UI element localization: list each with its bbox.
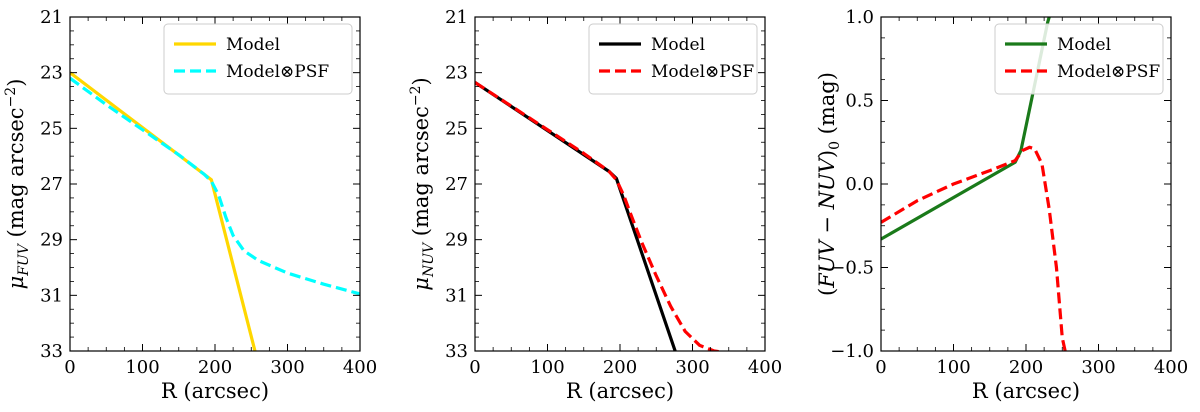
y-tick-label: −0.5 [830,258,874,279]
x-tick-label: 300 [675,357,709,378]
x-tick-label: 0 [469,357,480,378]
y-tick-label: 27 [40,174,63,195]
x-tick-label: 100 [530,357,564,378]
legend-label-model-psf: Model⊗PSF [1057,62,1160,82]
y-tick-label: 0.5 [845,91,874,112]
x-tick-label: 200 [198,357,232,378]
panels: 0 100 200 300 400 21 23 25 27 29 31 33 R (arcsec) μFU… [3,7,1188,403]
y-axis-label: μNUV (mag arcsec−2) [408,77,437,290]
y-tick-label: 27 [445,174,468,195]
x-tick-label: 300 [1081,357,1115,378]
y-axis-label: μFUV (mag arcsec−2) [3,79,32,290]
series-line-model-psf [70,76,360,296]
x-axis-label: R (arcsec) [972,379,1080,403]
x-tick-label: 100 [936,357,970,378]
y-tick-label: 1.0 [845,7,874,28]
legend-box [588,23,758,95]
panel-middle: 0 100 200 300 400 21 23 25 27 29 31 33 R (arcsec) μNU… [408,7,782,403]
legend: Model Model⊗PSF [588,23,758,95]
x-tick-label: 0 [875,357,886,378]
x-tick-label: 200 [1009,357,1043,378]
y-tick-label: 0.0 [845,174,874,195]
legend-label-model-psf: Model⊗PSF [651,62,754,82]
x-tick-label: 0 [64,357,75,378]
legend-label-model: Model [1057,35,1111,55]
y-tick-label: 31 [40,285,63,306]
y-tick-label: 33 [445,341,468,362]
x-tick-label: 300 [270,357,304,378]
x-tick-label: 200 [603,357,637,378]
y-axis-label: (FUV − NUV)0 (mag) [815,72,843,296]
series-line-model-psf [475,81,726,351]
y-tick-label: 25 [40,118,63,139]
x-tick-label: 400 [343,357,377,378]
x-tick-label: 400 [748,357,782,378]
series-line-model [70,71,257,351]
panel-right: 0 100 200 300 400 −1.0 −0.5 0.0 0.5 1.0 R (arcsec)… [815,7,1188,403]
y-tick-label: 23 [445,63,468,84]
legend: Model Model⊗PSF [163,23,353,95]
plot-area [881,17,1067,351]
legend-box [994,23,1164,95]
y-tick-label: 21 [445,7,468,28]
legend: Model Model⊗PSF [994,23,1164,95]
x-axis-label: R (arcsec) [161,379,269,403]
y-tick-label: 29 [445,230,468,251]
y-tick-label: 23 [40,63,63,84]
legend-label-model: Model [651,35,705,55]
y-tick-label: −1.0 [830,341,874,362]
plot-area [70,71,360,351]
series-line-model [881,17,1051,241]
y-tick-label: 31 [445,285,468,306]
y-tick-label: 25 [445,118,468,139]
series-line-model-psf [881,145,1067,351]
x-tick-label: 400 [1154,357,1188,378]
legend-box [163,23,353,95]
x-tick-label: 100 [125,357,159,378]
x-axis-label: R (arcsec) [566,379,674,403]
legend-label-model-psf: Model⊗PSF [226,62,329,82]
y-tick-label: 33 [40,341,63,362]
panel-left: 0 100 200 300 400 21 23 25 27 29 31 33 R (arcsec) μFU… [3,7,377,403]
plot-area [475,81,726,351]
legend-label-model: Model [226,35,280,55]
y-tick-label: 29 [40,230,63,251]
series-line-model [475,81,677,351]
y-tick-label: 21 [40,7,63,28]
